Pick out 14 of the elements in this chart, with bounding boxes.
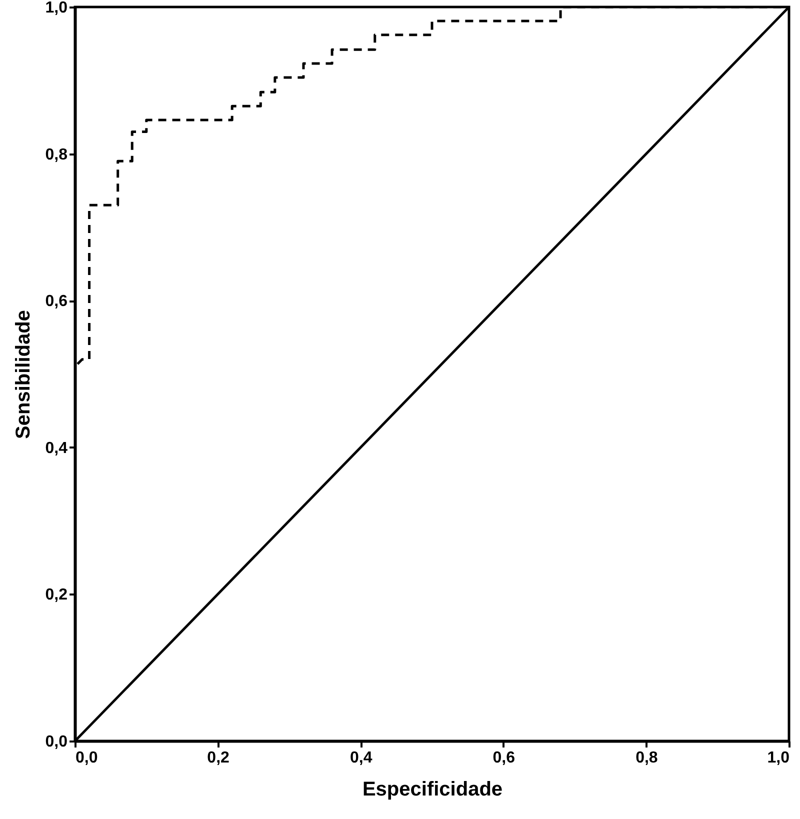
y-tick-label: 0,0 bbox=[45, 734, 68, 750]
y-axis-title: Sensibilidade bbox=[12, 310, 34, 439]
y-tick-label: 0,2 bbox=[45, 586, 68, 604]
x-tick-label: 0,0 bbox=[76, 750, 98, 766]
x-tick-label: 0,4 bbox=[350, 750, 372, 766]
x-axis-title: Especificidade bbox=[362, 778, 503, 800]
y-tick-label: 0,6 bbox=[45, 293, 68, 310]
y-tick-label: 0,4 bbox=[45, 440, 68, 457]
y-tick-label: 0,8 bbox=[45, 146, 68, 164]
x-tick-label: 0,6 bbox=[492, 750, 516, 766]
x-tick-label: 0,8 bbox=[636, 750, 658, 766]
x-tick-label: 1,0 bbox=[767, 750, 790, 766]
y-tick-label: 1,0 bbox=[45, 0, 68, 16]
x-tick-label: 0,2 bbox=[207, 750, 230, 766]
